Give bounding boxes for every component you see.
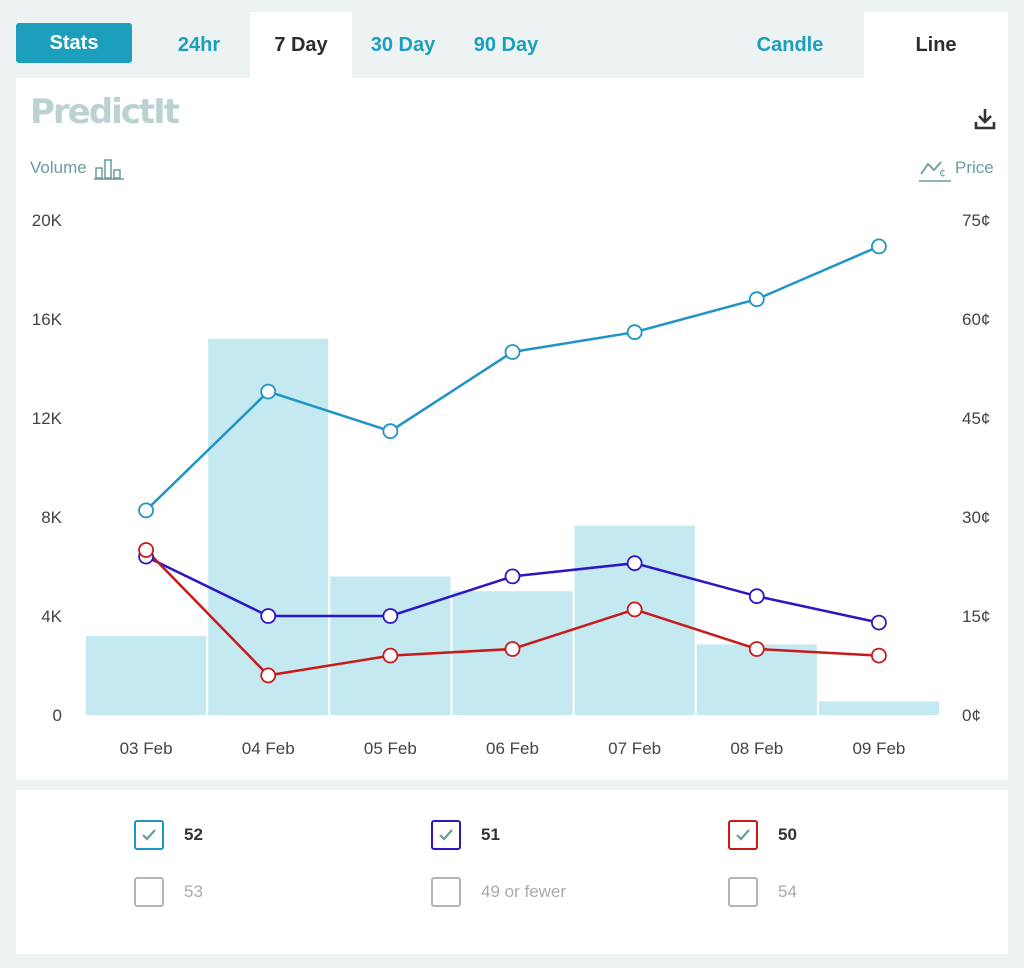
series-point-50 [871, 647, 887, 664]
tab-24hr[interactable]: 24hr [177, 34, 221, 56]
legend-checkbox-49-or-fewer[interactable] [431, 877, 461, 907]
volume-axis-label: Volume [30, 158, 87, 177]
series-point-50 [260, 667, 277, 684]
bar-chart-icon [94, 159, 124, 180]
series-point-50 [748, 641, 765, 657]
legend-label: 51 [481, 825, 500, 844]
stats-button[interactable]: Stats [16, 23, 132, 63]
legend-label: 52 [184, 825, 203, 844]
legend-checkbox-52[interactable] [134, 820, 164, 850]
check-icon [736, 829, 750, 841]
volume-bar [330, 576, 451, 715]
price-tick-label: 30¢ [962, 508, 990, 527]
series-point-52 [382, 423, 399, 440]
series-point-51 [260, 608, 277, 624]
tab-7-day[interactable]: 7 Day [250, 12, 352, 78]
tab-90-day[interactable]: 90 Day [473, 34, 539, 56]
volume-bar [574, 525, 695, 715]
tab-30-day[interactable]: 30 Day [370, 34, 436, 56]
check-icon [142, 829, 156, 841]
price-tick-label: 0¢ [962, 706, 981, 725]
series-point-51 [382, 608, 399, 624]
x-tick-label: 06 Feb [486, 739, 539, 758]
volume-tick-label: 20K [32, 211, 63, 230]
price-tick-label: 15¢ [962, 607, 990, 626]
legend-checkbox-53[interactable] [134, 877, 164, 907]
volume-tick-label: 4K [41, 607, 62, 626]
x-tick-label: 07 Feb [608, 739, 661, 758]
series-point-50 [382, 647, 399, 664]
legend-label: 53 [184, 882, 203, 901]
tab-bar: Stats 24hr 7 Day 30 Day 90 Day Candle Li… [0, 0, 1024, 78]
series-point-52 [138, 502, 154, 519]
series-point-51 [871, 614, 887, 631]
series-point-51 [504, 568, 521, 585]
volume-bar [818, 701, 939, 715]
tab-candle[interactable]: Candle [756, 34, 824, 56]
series-point-52 [626, 324, 643, 341]
x-tick-label: 04 Feb [242, 739, 295, 758]
legend-checkbox-50[interactable] [728, 820, 758, 850]
price-tick-label: 75¢ [962, 211, 990, 230]
volume-bar [86, 635, 207, 715]
download-icon[interactable] [972, 106, 998, 132]
series-point-51 [748, 588, 765, 605]
legend-label: 50 [778, 825, 797, 844]
series-point-52 [504, 344, 521, 360]
x-tick-label: 08 Feb [730, 739, 783, 758]
series-point-51 [626, 555, 643, 572]
volume-tick-label: 8K [41, 508, 62, 527]
legend-checkbox-51[interactable] [431, 820, 461, 850]
legend-checkbox-54[interactable] [728, 877, 758, 907]
legend-label: 49 or fewer [481, 882, 567, 901]
volume-bar [208, 338, 329, 715]
price-line-icon: ¢ [919, 161, 951, 182]
volume-tick-label: 16K [32, 310, 63, 329]
volume-tick-label: 12K [32, 409, 63, 428]
series-point-52 [871, 238, 887, 255]
series-legend: 52 51 50 53 49 or fewer 54 [16, 790, 1008, 954]
price-tick-label: 45¢ [962, 409, 990, 428]
series-point-52 [748, 291, 765, 308]
series-point-50 [626, 601, 643, 618]
predictit-logo: PredictIt [30, 92, 180, 132]
price-axis-label: Price [955, 158, 994, 177]
x-tick-label: 05 Feb [364, 739, 417, 758]
legend-label: 54 [778, 882, 797, 901]
svg-text:¢: ¢ [939, 166, 946, 179]
x-tick-label: 03 Feb [120, 739, 173, 758]
series-point-50 [138, 542, 154, 558]
series-point-52 [260, 383, 277, 400]
check-icon [439, 829, 453, 841]
volume-tick-label: 0 [53, 706, 62, 725]
x-tick-label: 09 Feb [852, 739, 905, 758]
price-tick-label: 60¢ [962, 310, 990, 329]
tab-line[interactable]: Line [864, 12, 1008, 78]
series-point-50 [504, 641, 521, 657]
